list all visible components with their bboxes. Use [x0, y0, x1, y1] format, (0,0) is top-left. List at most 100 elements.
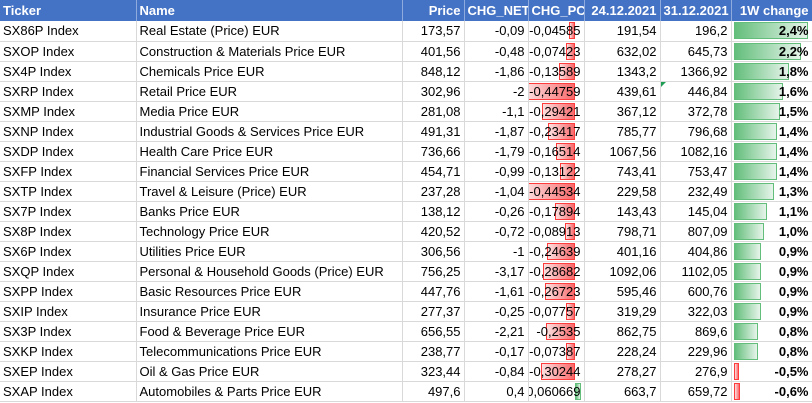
- cell-chg-net[interactable]: -2: [464, 81, 529, 102]
- cell-ticker[interactable]: SXDP Index: [0, 141, 137, 162]
- cell-1w-change[interactable]: 2,4%: [731, 21, 812, 42]
- cell-1w-change[interactable]: 0,8%: [731, 341, 812, 362]
- cell-ticker[interactable]: SXRP Index: [0, 81, 137, 102]
- cell-price[interactable]: 173,57: [402, 21, 465, 42]
- cell-name[interactable]: Personal & Household Goods (Price) EUR: [136, 261, 403, 282]
- cell-name[interactable]: Chemicals Price EUR: [136, 61, 403, 82]
- cell-1w-change[interactable]: 0,9%: [731, 301, 812, 322]
- cell-ticker[interactable]: SXEP Index: [0, 361, 137, 382]
- cell-ticker[interactable]: SXTP Index: [0, 181, 137, 202]
- header-chg-net[interactable]: CHG_NET_: [464, 0, 529, 21]
- cell-name[interactable]: Food & Beverage Price EUR: [136, 321, 403, 342]
- cell-name[interactable]: Real Estate (Price) EUR: [136, 21, 403, 42]
- header-ticker[interactable]: Ticker: [0, 0, 137, 21]
- cell-chg-net[interactable]: -1,1: [464, 101, 529, 122]
- cell-chg-net[interactable]: -0,48: [464, 41, 529, 62]
- cell-price[interactable]: 401,56: [402, 41, 465, 62]
- cell-chg-pct[interactable]: -0,17894: [528, 201, 585, 222]
- cell-price[interactable]: 454,71: [402, 161, 465, 182]
- header-price[interactable]: Price: [402, 0, 465, 21]
- cell-price[interactable]: 848,12: [402, 61, 465, 82]
- cell-price[interactable]: 736,66: [402, 141, 465, 162]
- cell-ticker[interactable]: SX8P Index: [0, 221, 137, 242]
- cell-ticker[interactable]: SXFP Index: [0, 161, 137, 182]
- cell-date-2[interactable]: 372,78: [660, 101, 732, 122]
- cell-date-2[interactable]: 232,49: [660, 181, 732, 202]
- cell-price[interactable]: 756,25: [402, 261, 465, 282]
- cell-date-1[interactable]: 1067,56: [584, 141, 661, 162]
- cell-1w-change[interactable]: -0,5%: [731, 361, 812, 382]
- cell-name[interactable]: Health Care Price EUR: [136, 141, 403, 162]
- cell-date-2[interactable]: 446,84: [660, 81, 732, 102]
- cell-date-1[interactable]: 143,43: [584, 201, 661, 222]
- header-date-1[interactable]: 24.12.2021: [584, 0, 661, 21]
- cell-price[interactable]: 447,76: [402, 281, 465, 302]
- cell-date-2[interactable]: 276,9: [660, 361, 732, 382]
- cell-chg-pct[interactable]: -0,29421: [528, 101, 585, 122]
- cell-name[interactable]: Technology Price EUR: [136, 221, 403, 242]
- cell-date-1[interactable]: 439,61: [584, 81, 661, 102]
- cell-date-1[interactable]: 862,75: [584, 321, 661, 342]
- cell-price[interactable]: 420,52: [402, 221, 465, 242]
- cell-price[interactable]: 491,31: [402, 121, 465, 142]
- cell-1w-change[interactable]: 1,3%: [731, 181, 812, 202]
- cell-chg-pct[interactable]: -0,28682: [528, 261, 585, 282]
- cell-1w-change[interactable]: 0,9%: [731, 261, 812, 282]
- cell-chg-net[interactable]: -0,09: [464, 21, 529, 42]
- cell-chg-pct[interactable]: -0,24639: [528, 241, 585, 262]
- cell-chg-pct[interactable]: -0,07387: [528, 341, 585, 362]
- cell-chg-pct[interactable]: -0,44534: [528, 181, 585, 202]
- cell-date-1[interactable]: 367,12: [584, 101, 661, 122]
- cell-date-1[interactable]: 1092,06: [584, 261, 661, 282]
- cell-date-2[interactable]: 322,03: [660, 301, 732, 322]
- cell-ticker[interactable]: SXKP Index: [0, 341, 137, 362]
- cell-price[interactable]: 281,08: [402, 101, 465, 122]
- cell-chg-net[interactable]: -0,72: [464, 221, 529, 242]
- cell-date-2[interactable]: 645,73: [660, 41, 732, 62]
- cell-ticker[interactable]: SXOP Index: [0, 41, 137, 62]
- cell-ticker[interactable]: SXPP Index: [0, 281, 137, 302]
- cell-1w-change[interactable]: 0,9%: [731, 241, 812, 262]
- cell-chg-net[interactable]: -1,79: [464, 141, 529, 162]
- cell-date-2[interactable]: 659,72: [660, 381, 732, 402]
- cell-date-2[interactable]: 600,76: [660, 281, 732, 302]
- cell-1w-change[interactable]: 2,2%: [731, 41, 812, 62]
- cell-price[interactable]: 277,37: [402, 301, 465, 322]
- header-name[interactable]: Name: [136, 0, 403, 21]
- cell-ticker[interactable]: SX4P Index: [0, 61, 137, 82]
- cell-chg-net[interactable]: -0,17: [464, 341, 529, 362]
- cell-chg-net[interactable]: -3,17: [464, 261, 529, 282]
- cell-price[interactable]: 656,55: [402, 321, 465, 342]
- cell-1w-change[interactable]: 1,4%: [731, 141, 812, 162]
- cell-chg-pct[interactable]: 0,060669: [528, 381, 585, 402]
- cell-date-2[interactable]: 196,2: [660, 21, 732, 42]
- cell-date-1[interactable]: 229,58: [584, 181, 661, 202]
- cell-ticker[interactable]: SXQP Index: [0, 261, 137, 282]
- cell-name[interactable]: Travel & Leisure (Price) EUR: [136, 181, 403, 202]
- cell-name[interactable]: Industrial Goods & Services Price EUR: [136, 121, 403, 142]
- cell-price[interactable]: 323,44: [402, 361, 465, 382]
- cell-1w-change[interactable]: 1,1%: [731, 201, 812, 222]
- cell-date-2[interactable]: 796,68: [660, 121, 732, 142]
- cell-date-1[interactable]: 1343,2: [584, 61, 661, 82]
- cell-chg-net[interactable]: -1,04: [464, 181, 529, 202]
- header-1w-change[interactable]: 1W change: [731, 0, 812, 21]
- header-chg-pct[interactable]: CHG_PCT_: [528, 0, 585, 21]
- cell-date-1[interactable]: 663,7: [584, 381, 661, 402]
- cell-date-1[interactable]: 785,77: [584, 121, 661, 142]
- cell-date-1[interactable]: 319,29: [584, 301, 661, 322]
- cell-price[interactable]: 497,6: [402, 381, 465, 402]
- cell-chg-pct[interactable]: -0,04585: [528, 21, 585, 42]
- cell-name[interactable]: Financial Services Price EUR: [136, 161, 403, 182]
- cell-chg-pct[interactable]: -0,07757: [528, 301, 585, 322]
- cell-name[interactable]: Banks Price EUR: [136, 201, 403, 222]
- cell-date-2[interactable]: 145,04: [660, 201, 732, 222]
- cell-chg-pct[interactable]: -0,26723: [528, 281, 585, 302]
- cell-1w-change[interactable]: -0,6%: [731, 381, 812, 402]
- cell-name[interactable]: Retail Price EUR: [136, 81, 403, 102]
- cell-date-1[interactable]: 595,46: [584, 281, 661, 302]
- cell-1w-change[interactable]: 1,4%: [731, 121, 812, 142]
- cell-chg-pct[interactable]: -0,13122: [528, 161, 585, 182]
- cell-chg-pct[interactable]: -0,30244: [528, 361, 585, 382]
- cell-name[interactable]: Insurance Price EUR: [136, 301, 403, 322]
